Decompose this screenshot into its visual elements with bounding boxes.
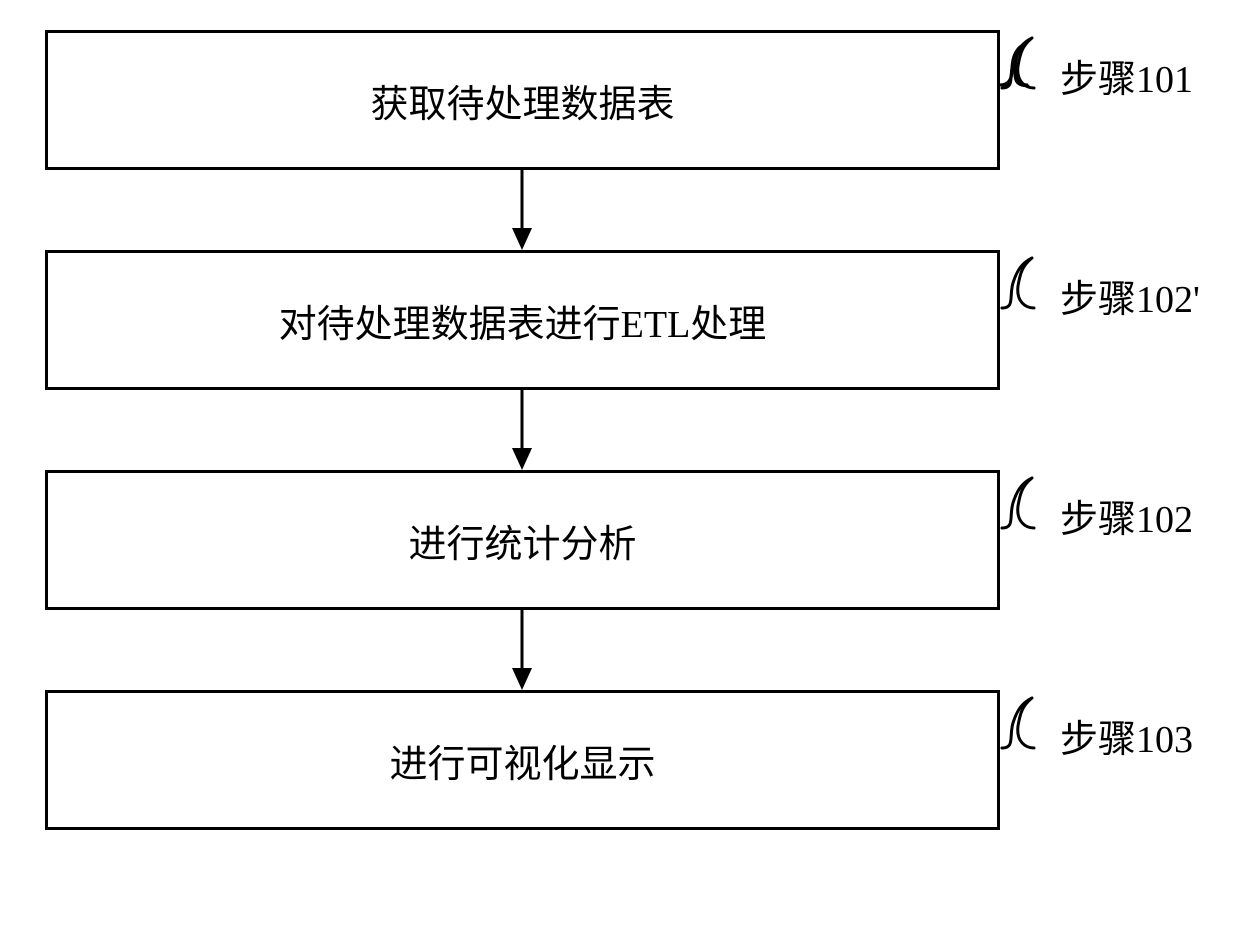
flow-arrow-2: [507, 390, 537, 470]
curly-bracket-3: [1000, 474, 1036, 534]
flow-arrow-3: [507, 610, 537, 690]
curly-bracket-2: [1000, 254, 1036, 314]
flow-node-step102p: 对待处理数据表进行ETL处理: [45, 250, 1000, 390]
step-label-102: 步骤102: [1060, 488, 1193, 543]
flow-node-text: 对待处理数据表进行ETL处理: [279, 293, 767, 348]
flow-arrow-1: [507, 170, 537, 250]
flow-node-text: 进行可视化显示: [389, 733, 655, 788]
flow-node-step101: 获取待处理数据表: [45, 30, 1000, 170]
step-label-103: 步骤103: [1060, 708, 1193, 763]
flow-node-step103: 进行可视化显示: [45, 690, 1000, 830]
step-label-101: 步骤101: [1060, 48, 1193, 103]
step-label-102p: 步骤102': [1060, 268, 1200, 323]
curly-bracket-4: [1000, 694, 1036, 754]
flow-node-text: 进行统计分析: [408, 513, 636, 568]
flow-node-text: 获取待处理数据表: [370, 73, 674, 128]
flow-node-step102: 进行统计分析: [45, 470, 1000, 610]
curly-bracket-1: [1000, 34, 1036, 94]
